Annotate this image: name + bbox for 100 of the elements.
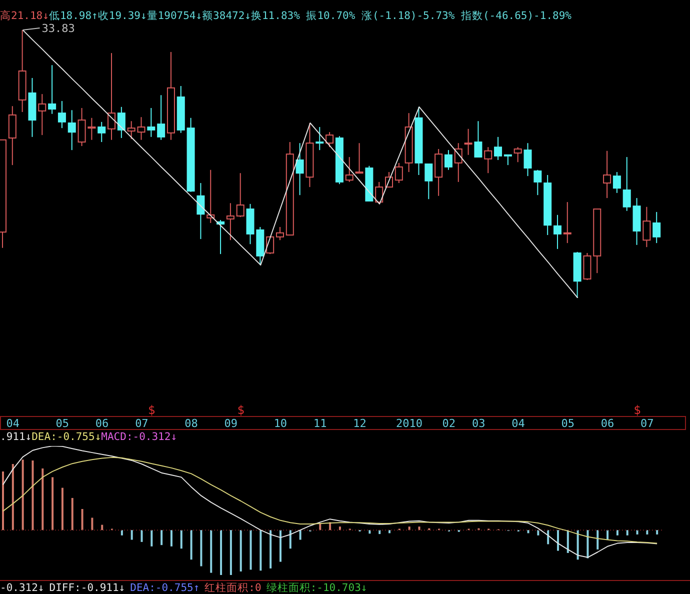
bar: [52, 477, 54, 530]
candlestick: [296, 142, 304, 196]
candlestick: [534, 169, 542, 196]
bar: [42, 468, 44, 530]
text: $: [148, 403, 156, 417]
candlestick: [563, 202, 572, 244]
bar: [150, 530, 153, 546]
text: .911↓: [0, 431, 32, 443]
bar: [190, 530, 192, 560]
bar: [130, 530, 133, 540]
candlestick: [652, 211, 661, 244]
x-tick-label: 08: [184, 417, 198, 430]
x-tick-label: 11: [313, 417, 327, 430]
candlestick: [355, 142, 364, 174]
x-tick-label: 03: [472, 417, 486, 430]
candlestick: [612, 172, 621, 194]
candlestick: [524, 142, 532, 177]
x-tick-label: 09: [224, 417, 238, 430]
bar: [537, 530, 540, 536]
bar: [101, 524, 104, 530]
text: DEA:-0.755↓: [32, 431, 102, 443]
candlestick: [326, 132, 334, 148]
bar: [240, 530, 242, 572]
text: DEA:-0.755↑: [130, 582, 200, 594]
candlestick: [196, 182, 205, 240]
bar: [596, 530, 599, 550]
candlestick: [266, 236, 274, 255]
candlestick: [553, 214, 562, 250]
text: -0.312↓: [0, 582, 44, 594]
text: $: [634, 403, 641, 417]
candlestick: [454, 142, 462, 182]
candlestick: [68, 110, 76, 151]
bar: [418, 526, 420, 530]
bar: [646, 530, 648, 534]
bar: [22, 460, 24, 530]
bar: [61, 488, 64, 530]
candlestick: [117, 106, 126, 139]
text: $: [237, 403, 244, 417]
bar: [338, 526, 341, 530]
bar: [210, 530, 212, 573]
bar: [170, 530, 172, 546]
bar: [71, 498, 74, 530]
bar: [378, 530, 381, 534]
x-tick-label: 2010: [396, 417, 423, 430]
candlestick: [345, 156, 354, 182]
candlestick: [394, 162, 403, 184]
bar: [368, 530, 371, 534]
bar: [230, 530, 232, 575]
candlestick: [108, 52, 116, 140]
candlestick: [157, 94, 166, 140]
bar: [576, 530, 579, 560]
x-tick-label: 06: [95, 417, 109, 430]
bar: [616, 530, 618, 536]
candlestick: [603, 150, 612, 199]
candlestick: [316, 126, 324, 151]
x-tick-label: 04: [512, 417, 526, 430]
bar: [270, 530, 272, 568]
text: MACD:-0.312↓: [101, 431, 178, 443]
bar: [260, 530, 262, 571]
candlestick: [504, 154, 512, 166]
x-tick-label: 05: [561, 417, 574, 430]
bar: [656, 530, 658, 534]
bar: [299, 530, 302, 540]
bar: [289, 530, 292, 549]
text: 红柱面积:0: [204, 582, 262, 594]
bar: [81, 508, 84, 530]
bar: [556, 530, 559, 551]
bar: [250, 530, 252, 570]
candlestick: [48, 64, 56, 114]
candlestick: [424, 164, 433, 200]
x-tick-label: 02: [442, 417, 456, 430]
bar: [388, 530, 391, 534]
bar: [408, 526, 410, 530]
candlestick: [98, 121, 106, 143]
annotation: 33.83: [42, 22, 75, 35]
x-tick-label: 04: [6, 417, 20, 430]
bar: [636, 530, 638, 534]
candlestick: [514, 146, 522, 163]
candlestick: [434, 148, 443, 196]
bar: [566, 530, 569, 553]
candlestick: [642, 206, 651, 248]
candlestick: [58, 100, 66, 129]
candlestick: [622, 156, 631, 212]
x-tick-label: 07: [640, 417, 654, 430]
candlestick: [583, 252, 592, 281]
candlestick: [276, 226, 284, 241]
text: DIFF:-0.911↓: [49, 582, 126, 594]
candlestick: [147, 107, 156, 138]
x-tick-label: 07: [135, 417, 148, 430]
candlestick: [494, 136, 502, 160]
bar: [200, 530, 202, 566]
bar: [12, 464, 14, 530]
candlestick: [444, 150, 452, 170]
x-tick-label: 12: [353, 417, 366, 430]
candlestick: [38, 94, 46, 136]
candlestick: [484, 146, 492, 174]
candlestick: [236, 172, 244, 218]
bar: [120, 530, 123, 536]
bar: [140, 530, 143, 542]
x-tick-label: 06: [600, 417, 614, 430]
